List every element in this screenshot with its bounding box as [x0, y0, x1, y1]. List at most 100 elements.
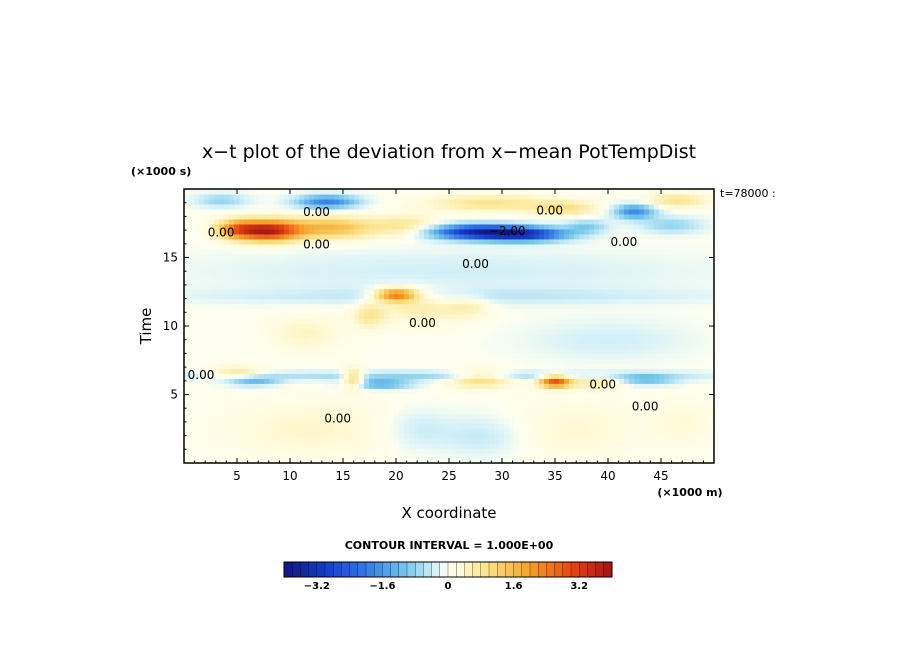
heat-cell: [709, 393, 714, 399]
heat-cell: [549, 453, 555, 459]
heat-cell: [249, 248, 255, 255]
heat-cell: [499, 353, 505, 359]
heat-cell: [329, 393, 335, 399]
heat-cell: [469, 333, 475, 340]
heat-cell: [354, 268, 360, 275]
heat-cell: [414, 388, 420, 394]
heat-cell: [189, 263, 195, 270]
heat-cell: [619, 383, 625, 389]
heat-cell: [699, 448, 705, 454]
heat-cell: [544, 313, 550, 320]
heat-cell: [574, 373, 580, 379]
heat-cell: [624, 378, 630, 384]
heat-cell: [669, 393, 675, 399]
heat-cell: [699, 308, 705, 315]
heat-cell: [594, 293, 600, 300]
heat-cell: [514, 268, 520, 275]
heat-cell: [709, 243, 714, 250]
heat-cell: [654, 278, 660, 285]
heat-cell: [379, 413, 385, 419]
heat-cell: [589, 258, 595, 265]
heat-cell: [374, 298, 380, 305]
heat-cell: [529, 313, 535, 320]
heat-cell: [384, 318, 390, 325]
heat-cell: [519, 313, 525, 320]
heat-cell: [209, 368, 215, 374]
heat-cell: [404, 258, 410, 265]
heat-cell: [334, 413, 340, 419]
heat-cell: [224, 403, 230, 409]
heat-cell: [694, 248, 700, 255]
heat-cell: [259, 433, 265, 439]
heat-cell: [589, 308, 595, 315]
heat-cell: [439, 368, 445, 374]
heat-cell: [539, 453, 545, 459]
heat-cell: [684, 398, 690, 404]
heat-cell: [549, 313, 555, 320]
heat-cell: [389, 418, 395, 424]
heat-cell: [299, 423, 305, 429]
heat-cell: [699, 293, 705, 300]
heat-cell: [259, 373, 265, 379]
heat-cell: [474, 368, 480, 374]
heat-cell: [594, 398, 600, 404]
heat-cell: [544, 288, 550, 295]
heat-cell: [239, 348, 245, 354]
heat-cell: [194, 448, 200, 454]
heat-cell: [524, 268, 530, 275]
heat-cell: [394, 298, 400, 305]
heat-cell: [594, 433, 600, 439]
heat-cell: [459, 358, 465, 364]
heat-cell: [279, 258, 285, 265]
heat-cell: [284, 238, 290, 245]
heat-cell: [224, 418, 230, 424]
heat-cell: [344, 288, 350, 295]
heat-cell: [534, 263, 540, 270]
heat-cell: [244, 398, 250, 404]
heat-cell: [369, 318, 375, 325]
heat-cell: [534, 268, 540, 275]
heat-cell: [314, 363, 320, 369]
heat-cell: [634, 278, 640, 285]
heat-cell: [659, 288, 665, 295]
heat-cell: [204, 383, 210, 389]
heat-cell: [289, 293, 295, 300]
heat-cell: [414, 298, 420, 305]
heat-cell: [479, 443, 485, 449]
heat-cell: [444, 278, 450, 285]
heat-cell: [334, 288, 340, 295]
heat-cell: [359, 458, 365, 463]
heat-cell: [409, 313, 415, 320]
heat-cell: [364, 273, 370, 280]
heat-cell: [609, 238, 615, 245]
heat-cell: [444, 308, 450, 315]
heat-cell: [624, 388, 630, 394]
heat-cell: [349, 378, 355, 384]
heat-cell: [564, 298, 570, 305]
heat-cell: [289, 283, 295, 290]
heat-cell: [604, 383, 610, 389]
heat-cell: [669, 348, 675, 354]
heat-cell: [474, 343, 480, 350]
heat-cell: [524, 278, 530, 285]
heat-cell: [474, 403, 480, 409]
heat-cell: [234, 338, 240, 345]
heat-cell: [564, 318, 570, 325]
heat-cell: [349, 413, 355, 419]
heat-cell: [339, 338, 345, 345]
heat-cell: [479, 423, 485, 429]
heat-cell: [489, 363, 495, 369]
heat-cell: [424, 423, 430, 429]
heat-cell: [669, 388, 675, 394]
heat-cell: [264, 368, 270, 374]
heat-cell: [314, 423, 320, 429]
heat-cell: [604, 248, 610, 255]
heat-cell: [619, 418, 625, 424]
heat-cell: [324, 348, 330, 354]
heat-cell: [544, 388, 550, 394]
heat-cell: [639, 433, 645, 439]
heat-cell: [434, 383, 440, 389]
heat-cell: [429, 383, 435, 389]
heat-cell: [649, 323, 655, 330]
heat-cell: [599, 328, 605, 335]
